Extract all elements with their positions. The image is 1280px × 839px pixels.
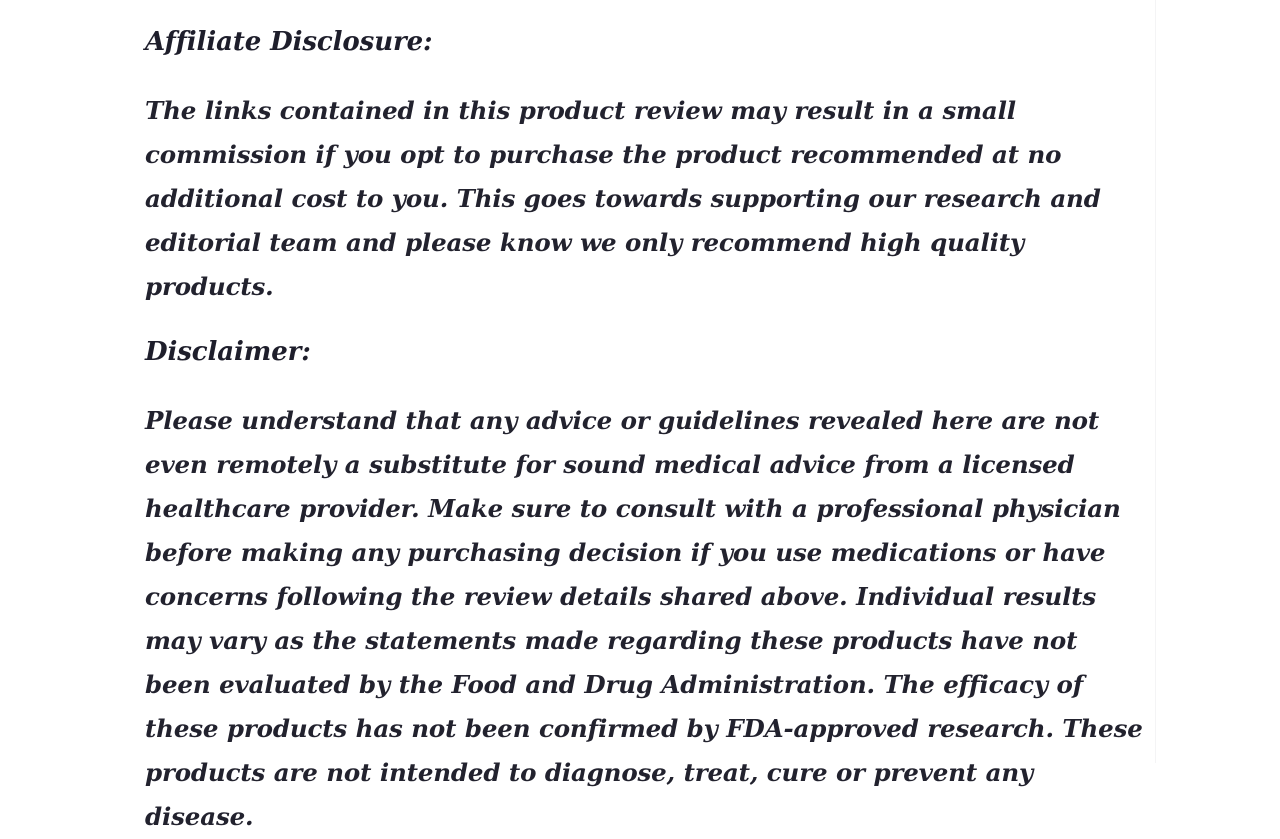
affiliate-disclosure-paragraph: The links contained in this product revi… bbox=[145, 96, 1101, 301]
affiliate-disclosure-section: Affiliate Disclosure: The links containe… bbox=[145, 0, 1149, 309]
affiliate-disclosure-heading: Affiliate Disclosure: bbox=[145, 27, 433, 57]
page-root: Affiliate Disclosure: The links containe… bbox=[132, 0, 1156, 831]
article-content-column: Affiliate Disclosure: The links containe… bbox=[132, 0, 1156, 831]
disclaimer-heading: Disclaimer: bbox=[145, 337, 311, 367]
disclaimer-section: Disclaimer: Please understand that any a… bbox=[145, 309, 1149, 839]
disclaimer-paragraph: Please understand that any advice or gui… bbox=[145, 406, 1143, 831]
article-body: Affiliate Disclosure: The links containe… bbox=[145, 0, 1149, 839]
